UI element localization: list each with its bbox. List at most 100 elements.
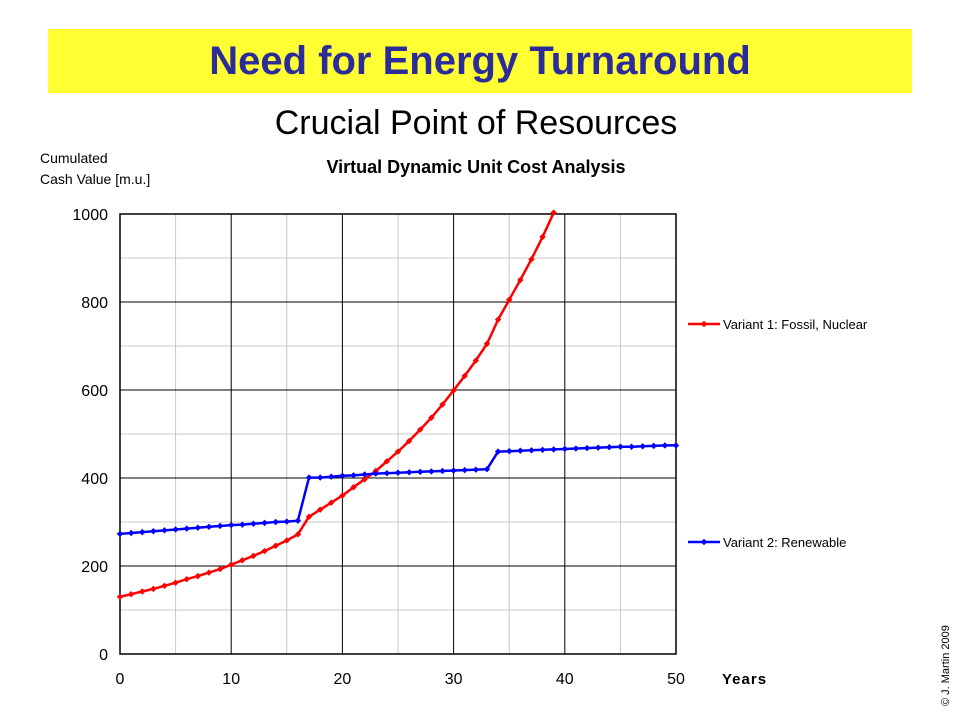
data-point-2: [228, 521, 235, 529]
data-point-1: [127, 590, 135, 598]
data-point-2: [305, 474, 313, 481]
data-point-1: [494, 316, 502, 323]
data-point-1: [339, 492, 346, 499]
data-point-1: [261, 547, 268, 555]
data-point-1: [461, 372, 468, 380]
data-point-1: [305, 513, 313, 520]
data-point-2: [139, 528, 146, 536]
data-point-2: [528, 447, 535, 454]
data-point-2: [339, 472, 346, 479]
data-point-2: [161, 527, 168, 534]
data-point-2: [439, 467, 446, 475]
data-point-1: [228, 561, 235, 568]
data-point-2: [650, 442, 657, 450]
data-point-2: [239, 521, 246, 528]
data-point-2: [205, 523, 213, 531]
data-point-1: [361, 476, 368, 483]
legend-label-1: Variant 1: Fossil, Nuclear: [723, 317, 868, 332]
data-point-1: [450, 387, 457, 394]
data-point-2: [372, 470, 379, 477]
data-point-1: [272, 542, 279, 549]
data-point-2: [506, 447, 513, 455]
x-tick-label: 50: [667, 671, 685, 688]
data-point-1: [161, 582, 168, 589]
data-point-2: [216, 522, 224, 530]
series-line-1: [119, 212, 555, 599]
y-tick-label: 400: [81, 471, 108, 488]
data-point-2: [428, 468, 435, 475]
data-point-2: [550, 446, 557, 453]
data-point-2: [283, 518, 290, 525]
data-point-1: [328, 499, 335, 506]
y-tick-label: 0: [99, 647, 108, 664]
data-point-1: [183, 576, 190, 583]
data-point-2: [572, 445, 580, 452]
data-point-2: [583, 444, 591, 452]
y-tick-label: 200: [81, 559, 108, 576]
data-point-2: [127, 529, 135, 537]
y-tick-label: 800: [81, 295, 108, 312]
data-point-2: [461, 466, 468, 474]
data-point-1: [528, 256, 535, 263]
data-point-1: [294, 531, 302, 538]
data-point-2: [594, 444, 602, 451]
x-axis-label: Years: [722, 671, 767, 688]
data-point-2: [494, 448, 502, 455]
data-point-2: [450, 467, 457, 474]
data-point-1: [550, 209, 557, 216]
x-tick-label: 30: [445, 671, 463, 688]
chart-title: Virtual Dynamic Unit Cost Analysis: [326, 157, 626, 177]
legend-marker-2: [700, 538, 708, 546]
legend-marker-1: [700, 320, 708, 328]
subtitle: Crucial Point of Resources: [274, 104, 678, 142]
data-point-1: [428, 414, 435, 421]
data-point-2: [328, 473, 335, 480]
data-point-2: [294, 517, 302, 524]
data-point-2: [272, 518, 279, 526]
data-point-1: [250, 552, 257, 560]
data-point-2: [150, 528, 157, 535]
plot-area: [119, 213, 677, 655]
data-point-2: [539, 446, 546, 454]
data-point-2: [517, 447, 524, 454]
y-tick-label: 600: [81, 383, 108, 400]
data-point-2: [661, 442, 669, 449]
data-point-2: [617, 443, 624, 450]
data-point-2: [250, 520, 257, 527]
data-point-1: [239, 557, 246, 564]
data-point-1: [405, 437, 413, 445]
data-point-1: [517, 276, 524, 284]
y-axis-label-line1: Cumulated: [40, 150, 108, 166]
data-point-1: [539, 233, 546, 241]
data-point-2: [116, 530, 124, 538]
data-point-2: [383, 469, 391, 477]
x-tick-label: 20: [334, 671, 352, 688]
data-point-2: [606, 444, 613, 451]
data-point-1: [139, 588, 146, 595]
data-point-2: [194, 524, 202, 531]
y-tick-label: 1000: [72, 207, 108, 224]
data-point-2: [405, 469, 413, 476]
data-point-2: [483, 466, 491, 473]
data-point-2: [639, 443, 646, 450]
x-tick-label: 10: [222, 671, 240, 688]
x-tick-label: 0: [116, 671, 125, 688]
x-tick-label: 40: [556, 671, 574, 688]
data-point-2: [417, 468, 424, 476]
data-point-1: [216, 565, 224, 573]
data-point-1: [350, 484, 357, 491]
title-banner: Need for Energy Turnaround: [48, 29, 912, 93]
data-point-2: [172, 526, 179, 533]
data-point-1: [383, 458, 391, 465]
y-axis-label: Cumulated Cash Value [m.u.]: [40, 148, 150, 190]
data-point-1: [439, 401, 446, 408]
data-point-1: [116, 593, 124, 600]
data-point-1: [194, 572, 202, 580]
data-point-1: [283, 537, 290, 544]
data-point-1: [205, 569, 213, 576]
data-point-2: [472, 466, 480, 473]
data-point-1: [417, 426, 424, 433]
data-point-1: [150, 585, 157, 593]
data-point-2: [316, 474, 324, 481]
